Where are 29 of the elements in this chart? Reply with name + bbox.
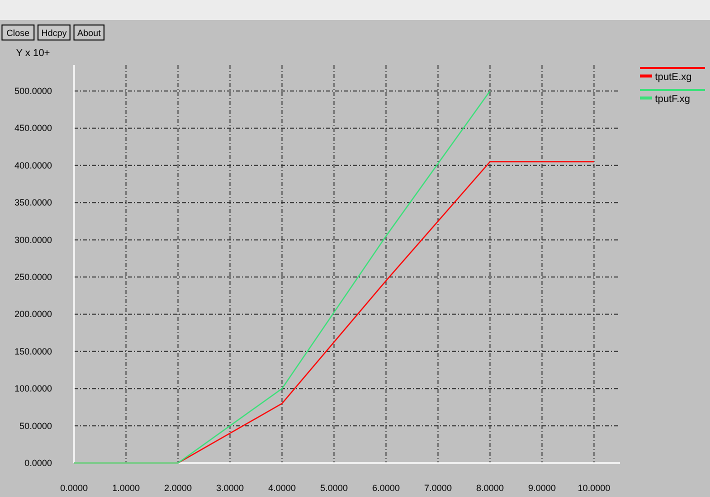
legend-label: tputF.xg (655, 94, 690, 105)
legend-label: tputE.xg (655, 72, 692, 83)
x-tick-label: 4.0000 (268, 483, 296, 493)
x-tick-label: 5.0000 (320, 483, 348, 493)
y-tick-label: 50.0000 (19, 420, 52, 431)
y-tick-label: 500.0000 (14, 86, 52, 96)
x-tick-label: 6.0000 (372, 483, 400, 493)
x-tick-label: 0.0000 (60, 483, 88, 493)
y-axis-title: Y x 10+ (16, 48, 50, 59)
x-tick-label: 8.0000 (476, 483, 504, 493)
x-tick-label: 9.0000 (528, 483, 556, 493)
y-tick-label: 200.0000 (14, 309, 52, 320)
button: Hdcpy (38, 24, 70, 40)
y-tick-label: 350.0000 (14, 198, 52, 208)
y-tick-label: 400.0000 (14, 160, 52, 170)
y-tick-label: 150.0000 (14, 346, 52, 356)
y-tick-label: 450.0000 (14, 123, 52, 134)
y-tick-label: 250.0000 (14, 272, 52, 282)
x-tick-label: 1.0000 (112, 483, 140, 493)
y-tick-label: 100.0000 (14, 384, 52, 394)
x-tick-label: 10.0000 (578, 483, 610, 493)
x-tick-label: 2.0000 (164, 483, 192, 493)
button: About (74, 24, 104, 40)
line-series (73, 90, 491, 464)
button: Close (2, 24, 34, 40)
x-tick-label: 7.0000 (424, 483, 452, 493)
y-tick-label: 300.0000 (14, 234, 52, 245)
y-tick-label: 0.0000 (24, 458, 52, 468)
x-tick-label: 3.0000 (216, 483, 244, 493)
